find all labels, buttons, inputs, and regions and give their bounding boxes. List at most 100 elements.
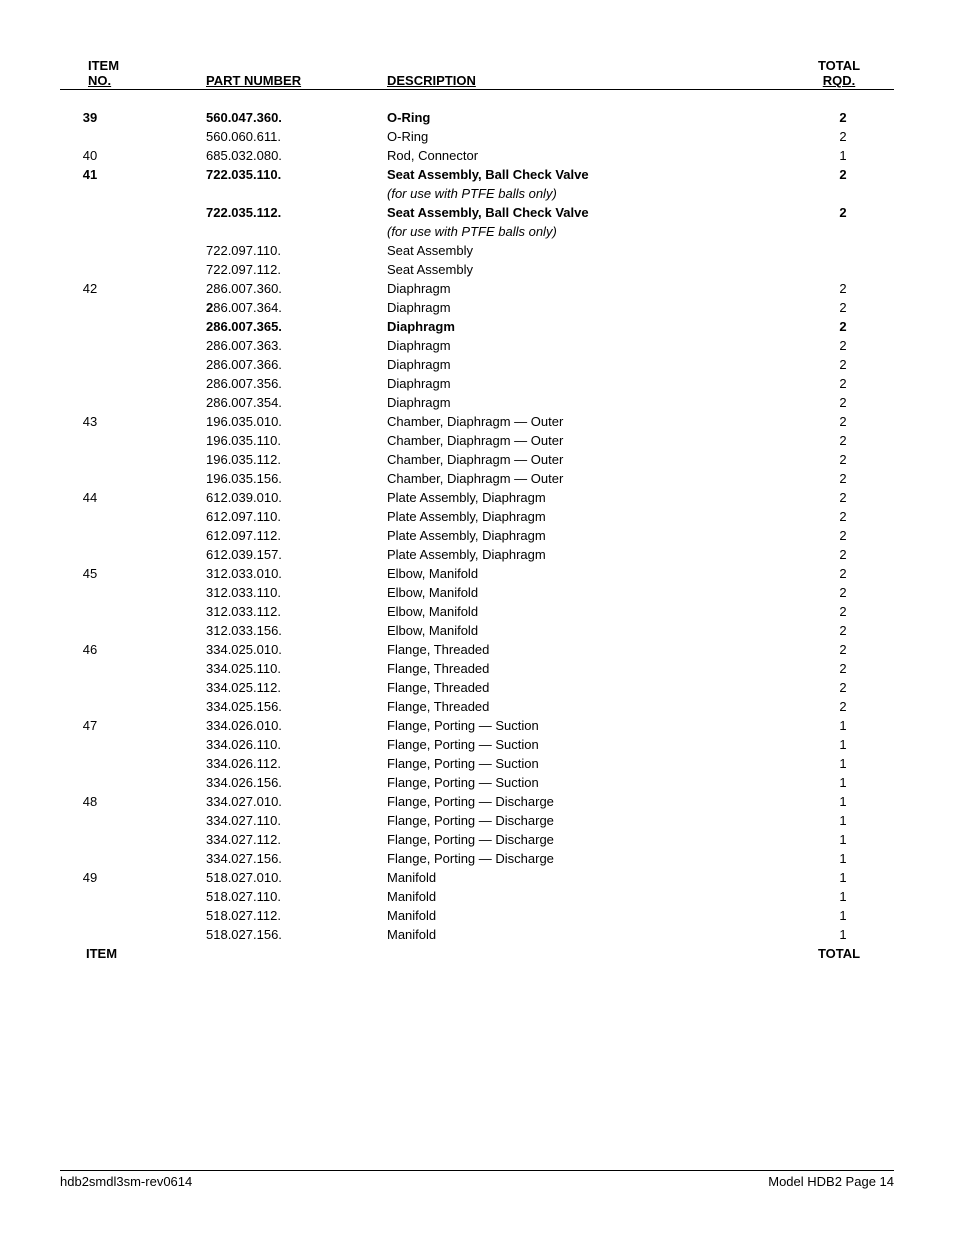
table-row: 560.060.611.O-Ring2 [60, 127, 894, 146]
cell-description: Chamber, Diaphragm — Outer [387, 412, 784, 431]
cell-description: Rod, Connector [387, 146, 784, 165]
cell-description: Elbow, Manifold [387, 583, 784, 602]
cell-part-number: 286.007.365. [172, 317, 387, 336]
table-row: 46334.025.010.Flange, Threaded2 [60, 640, 894, 659]
cell-qty: 1 [784, 773, 894, 792]
cell-description: Elbow, Manifold [387, 564, 784, 583]
table-row: 334.027.110.Flange, Porting — Discharge1 [60, 811, 894, 830]
cell-item-no [60, 469, 172, 488]
cell-qty: 2 [784, 165, 894, 184]
cell-qty: 2 [784, 108, 894, 127]
cell-part-number: 196.035.156. [172, 469, 387, 488]
cell-item-no [60, 431, 172, 450]
cell-description: Flange, Porting — Suction [387, 754, 784, 773]
cell-description: Seat Assembly [387, 260, 784, 279]
cell-part-number: 560.060.611. [172, 127, 387, 146]
cell-part-number: 518.027.156. [172, 925, 387, 944]
cell-item-no [60, 260, 172, 279]
cell-part-number: 722.035.112. [172, 203, 387, 222]
cell-part-number: 286.007.360. [172, 279, 387, 298]
cell-item-no [60, 336, 172, 355]
table-row: 47334.026.010.Flange, Porting — Suction1 [60, 716, 894, 735]
cell-part-number: 196.035.010. [172, 412, 387, 431]
table-row: 39560.047.360.O-Ring2 [60, 108, 894, 127]
footer-left: hdb2smdl3sm-rev0614 [60, 1174, 192, 1189]
cell-qty: 2 [784, 412, 894, 431]
cell-qty: 2 [784, 450, 894, 469]
cell-qty: 2 [784, 298, 894, 317]
cell-part-number: 312.033.156. [172, 621, 387, 640]
cell-description: Diaphragm [387, 355, 784, 374]
table-row: 518.027.110.Manifold1 [60, 887, 894, 906]
cell-part-number: 612.039.157. [172, 545, 387, 564]
header-no: NO. [88, 73, 111, 88]
table-row: 286.007.354.Diaphragm2 [60, 393, 894, 412]
cell-description: Flange, Porting — Discharge [387, 792, 784, 811]
table-row: 196.035.110.Chamber, Diaphragm — Outer2 [60, 431, 894, 450]
cell-qty: 2 [784, 678, 894, 697]
cell-item-no [60, 887, 172, 906]
cell-qty: 2 [784, 279, 894, 298]
cell-part-number: 334.025.010. [172, 640, 387, 659]
table-header-top: ITEM TOTAL [60, 58, 894, 73]
cell-part-number: 334.027.110. [172, 811, 387, 830]
cell-item-no: 39 [60, 108, 172, 127]
cell-qty: 2 [784, 393, 894, 412]
cell-item-no [60, 925, 172, 944]
cell-description: Chamber, Diaphragm — Outer [387, 431, 784, 450]
table-header-bottom: NO. PART NUMBER DESCRIPTION RQD. [60, 73, 894, 90]
cell-qty: 2 [784, 697, 894, 716]
page-footer: hdb2smdl3sm-rev0614 Model HDB2 Page 14 [60, 1170, 894, 1189]
cell-qty: 1 [784, 906, 894, 925]
table-row: 196.035.156.Chamber, Diaphragm — Outer2 [60, 469, 894, 488]
cell-item-no [60, 374, 172, 393]
cell-part-number: 685.032.080. [172, 146, 387, 165]
cell-qty: 1 [784, 146, 894, 165]
cell-part-number: 334.026.010. [172, 716, 387, 735]
cell-description: Plate Assembly, Diaphragm [387, 545, 784, 564]
table-row: 286.007.366.Diaphragm2 [60, 355, 894, 374]
cell-item-no [60, 773, 172, 792]
cell-description: Chamber, Diaphragm — Outer [387, 450, 784, 469]
cell-qty: 2 [784, 526, 894, 545]
table-row: 45312.033.010.Elbow, Manifold2 [60, 564, 894, 583]
cell-part-number: 286.007.364. [172, 298, 387, 317]
cell-part-number: 334.027.010. [172, 792, 387, 811]
table-row: 42286.007.360.Diaphragm2 [60, 279, 894, 298]
cell-description: Diaphragm [387, 298, 784, 317]
cell-qty: 2 [784, 602, 894, 621]
cell-qty: 2 [784, 583, 894, 602]
cell-qty: 1 [784, 868, 894, 887]
cell-part-number: 722.097.112. [172, 260, 387, 279]
cell-part-number: 334.027.156. [172, 849, 387, 868]
cell-description: Diaphragm [387, 279, 784, 298]
cell-item-no: 42 [60, 279, 172, 298]
cell-qty [784, 241, 894, 260]
table-row: 612.097.110.Plate Assembly, Diaphragm2 [60, 507, 894, 526]
cell-part-number: 334.025.110. [172, 659, 387, 678]
cell-item-no [60, 697, 172, 716]
cell-part-number: 196.035.112. [172, 450, 387, 469]
table-row: 334.026.110.Flange, Porting — Suction1 [60, 735, 894, 754]
cell-item-no [60, 355, 172, 374]
cell-item-no [60, 754, 172, 773]
cell-item-no [60, 583, 172, 602]
cell-part-number: 312.033.010. [172, 564, 387, 583]
cell-description: Manifold [387, 868, 784, 887]
cell-part-number: 286.007.363. [172, 336, 387, 355]
cell-item-no [60, 735, 172, 754]
cell-qty: 2 [784, 355, 894, 374]
cell-part-number: 334.025.156. [172, 697, 387, 716]
table-row: 48334.027.010.Flange, Porting — Discharg… [60, 792, 894, 811]
cell-item-no: 45 [60, 564, 172, 583]
table-row: 41722.035.110.Seat Assembly, Ball Check … [60, 165, 894, 184]
cell-description: Seat Assembly, Ball Check Valve [387, 203, 784, 222]
table-row: 722.097.112.Seat Assembly [60, 260, 894, 279]
cell-description: Flange, Porting — Discharge [387, 811, 784, 830]
cell-description: Diaphragm [387, 393, 784, 412]
cell-part-number: 196.035.110. [172, 431, 387, 450]
table-row: 722.097.110.Seat Assembly [60, 241, 894, 260]
cell-description: Diaphragm [387, 374, 784, 393]
cell-qty: 2 [784, 659, 894, 678]
table-row: 518.027.112.Manifold1 [60, 906, 894, 925]
